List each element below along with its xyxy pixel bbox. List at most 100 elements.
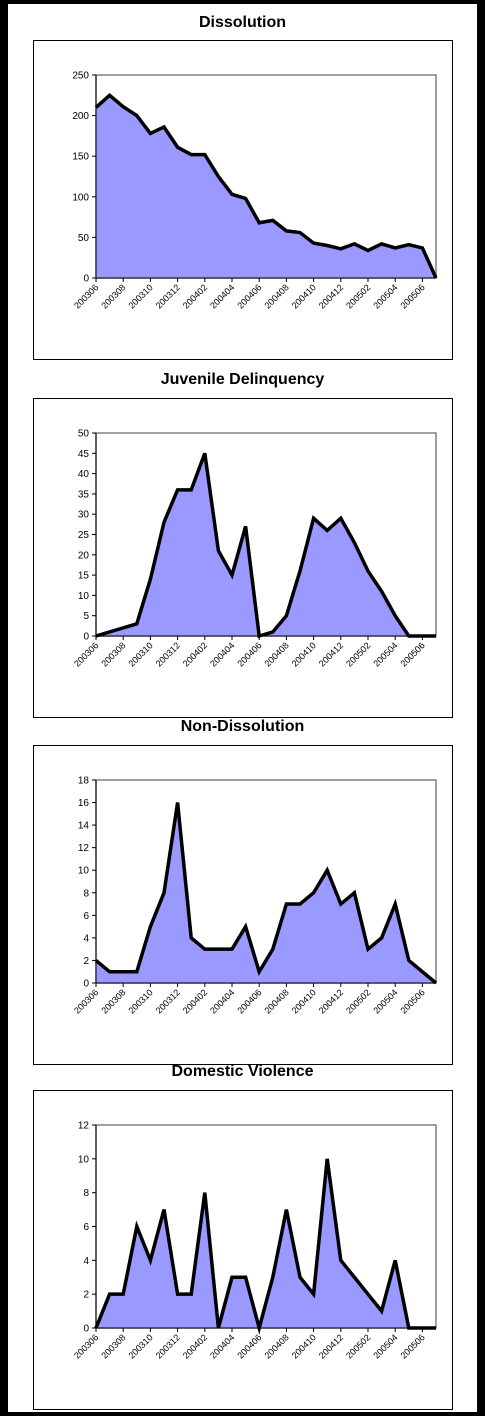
y-tick-label: 10 xyxy=(78,591,90,602)
x-tick-label: 200308 xyxy=(99,282,127,310)
y-tick-label: 12 xyxy=(78,843,90,854)
chart-box: 0 5 10 15 20 25 30 35 40 45 50 200306 200308 200310 20… xyxy=(33,398,453,718)
x-tick-label: 200312 xyxy=(154,282,182,310)
chart-title: Non-Dissolution xyxy=(180,718,305,735)
y-tick-label: 8 xyxy=(83,888,89,899)
x-tick-label: 200306 xyxy=(72,1332,100,1360)
y-tick-label: 0 xyxy=(83,979,89,990)
x-tick-label: 200404 xyxy=(208,1332,236,1360)
x-tick-label: 200412 xyxy=(317,282,345,310)
series-line xyxy=(95,452,436,639)
y-tick-label: 0 xyxy=(83,1324,89,1335)
y-tick-label: 30 xyxy=(78,510,90,521)
x-tick-label: 200412 xyxy=(317,987,345,1015)
chart-plot: 0501001502002502003062003082003102003122… xyxy=(72,71,438,311)
x-tick-label: 200312 xyxy=(154,987,182,1015)
x-tick-label: 200502 xyxy=(344,987,372,1015)
x-tick-label: 200502 xyxy=(344,640,372,668)
x-tick-label: 200410 xyxy=(290,1332,318,1360)
y-tick-label: 25 xyxy=(78,530,90,541)
x-tick-label: 200306 xyxy=(72,987,100,1015)
x-tick-label: 200312 xyxy=(154,1332,182,1360)
x-tick-label: 200408 xyxy=(262,640,290,668)
y-tick-label: 0 xyxy=(83,632,89,643)
x-tick-label: 200504 xyxy=(371,640,399,668)
y-tick-label: 4 xyxy=(83,933,89,944)
series-line xyxy=(94,1158,436,1335)
x-tick-label: 200312 xyxy=(154,640,182,668)
series-area xyxy=(96,95,436,278)
x-tick-label: 200412 xyxy=(317,640,345,668)
y-tick-label: 2 xyxy=(83,956,89,967)
chart-box: 0 50 100 150 200 250 200306 200308 200310 200312 2… xyxy=(33,40,453,360)
x-tick-label: 200410 xyxy=(290,282,318,310)
chart-plot: 0246810121416182003062003082003102003122… xyxy=(72,776,438,1016)
y-tick-label: 50 xyxy=(78,429,90,440)
x-tick-label: 200502 xyxy=(344,1332,372,1360)
y-tick-label: 100 xyxy=(72,192,89,203)
x-tick-label: 200406 xyxy=(235,640,263,668)
series-line xyxy=(94,92,438,279)
x-tick-label: 200504 xyxy=(371,1332,399,1360)
x-tick-label: 200506 xyxy=(398,282,426,310)
x-tick-label: 200402 xyxy=(181,640,209,668)
x-tick-label: 200310 xyxy=(126,640,154,668)
y-tick-label: 40 xyxy=(78,469,90,480)
x-tick-label: 200402 xyxy=(181,987,209,1015)
x-tick-label: 200412 xyxy=(317,1332,345,1360)
y-tick-label: 2 xyxy=(83,1290,89,1301)
x-tick-label: 200310 xyxy=(126,1332,154,1360)
x-tick-label: 200406 xyxy=(235,1332,263,1360)
y-tick-label: 16 xyxy=(78,798,90,809)
x-tick-label: 200506 xyxy=(398,1332,426,1360)
y-tick-label: 150 xyxy=(72,152,89,163)
x-tick-label: 200410 xyxy=(290,987,318,1015)
series-area xyxy=(96,802,436,983)
chart-plot: 0510152025303540455020030620030820031020… xyxy=(72,429,437,669)
x-tick-label: 200308 xyxy=(99,1332,127,1360)
x-tick-label: 200504 xyxy=(371,987,399,1015)
y-tick-label: 5 xyxy=(83,611,89,622)
y-tick-label: 35 xyxy=(78,489,90,500)
y-tick-label: 15 xyxy=(78,571,90,582)
x-tick-label: 200404 xyxy=(208,987,236,1015)
series-line xyxy=(94,802,438,985)
y-tick-label: 10 xyxy=(78,1154,90,1165)
x-tick-label: 200404 xyxy=(208,282,236,310)
x-tick-label: 200310 xyxy=(126,282,154,310)
y-tick-label: 4 xyxy=(83,1256,89,1267)
x-tick-label: 200408 xyxy=(262,282,290,310)
x-tick-label: 200306 xyxy=(72,282,100,310)
x-tick-label: 200506 xyxy=(398,987,426,1015)
x-tick-label: 200410 xyxy=(290,640,318,668)
series-area xyxy=(96,1158,436,1328)
chart-title: Domestic Violence xyxy=(171,1063,314,1080)
chart-box: 0 2 4 6 8 10 12 200306 200308 200310 200312 200402 2… xyxy=(33,1090,453,1410)
x-tick-label: 200310 xyxy=(126,987,154,1015)
x-tick-label: 200308 xyxy=(99,640,127,668)
x-tick-label: 200502 xyxy=(344,282,372,310)
x-tick-label: 200404 xyxy=(208,640,236,668)
x-tick-label: 200402 xyxy=(181,1332,209,1360)
x-tick-label: 200504 xyxy=(371,282,399,310)
x-tick-label: 200308 xyxy=(99,987,127,1015)
y-tick-label: 20 xyxy=(78,550,90,561)
chart-title: Dissolution xyxy=(198,14,287,31)
y-tick-label: 250 xyxy=(72,71,89,82)
x-tick-label: 200306 xyxy=(72,640,100,668)
x-tick-label: 200506 xyxy=(398,640,426,668)
chart-plot: 0246810122003062003082003102003122004022… xyxy=(72,1121,437,1361)
y-tick-label: 14 xyxy=(78,821,90,832)
y-tick-label: 8 xyxy=(83,1188,89,1199)
x-tick-label: 200406 xyxy=(235,282,263,310)
x-tick-label: 200408 xyxy=(262,987,290,1015)
y-tick-label: 12 xyxy=(78,1121,90,1132)
chart-box: 0 2 4 6 8 10 12 14 16 18 200306 200308 200310 200312 2… xyxy=(33,745,453,1065)
y-tick-label: 10 xyxy=(78,866,90,877)
y-tick-label: 45 xyxy=(78,449,90,460)
y-tick-label: 6 xyxy=(83,1222,89,1233)
y-tick-label: 0 xyxy=(83,274,89,285)
y-tick-label: 50 xyxy=(78,233,90,244)
y-tick-label: 18 xyxy=(78,776,90,787)
